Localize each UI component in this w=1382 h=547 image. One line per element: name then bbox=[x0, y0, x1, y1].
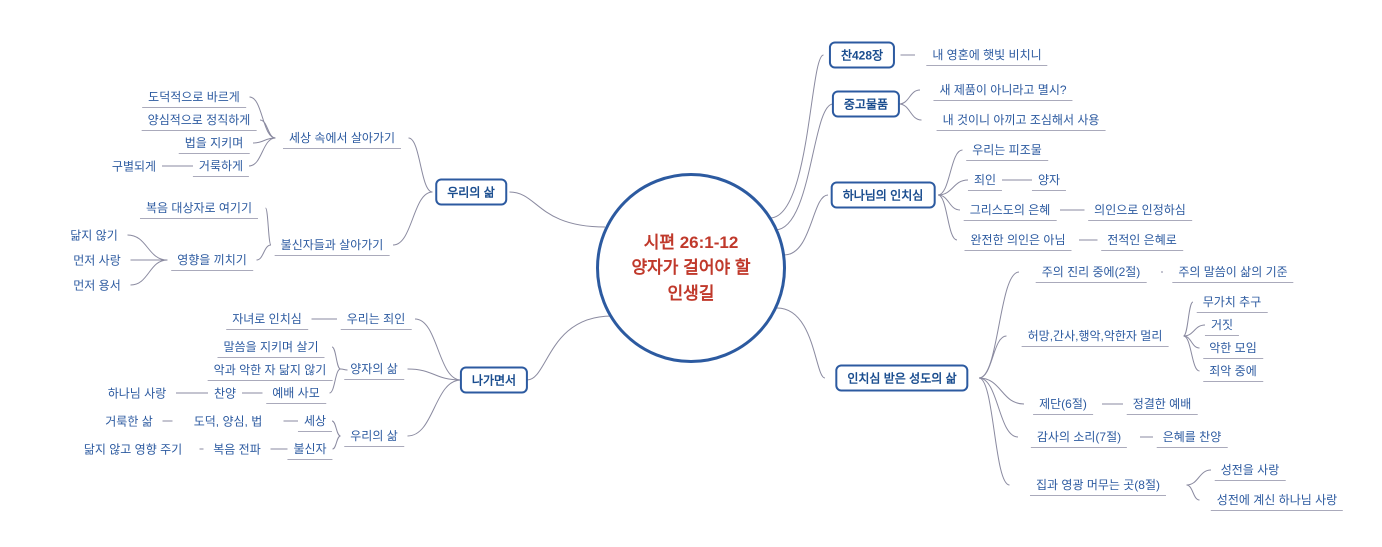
node-seal_2a: 양자 bbox=[1032, 169, 1066, 191]
edge bbox=[510, 192, 606, 227]
node-out_3b1: 복음 전파 bbox=[207, 439, 267, 460]
node-out_3a: 세상 bbox=[298, 410, 332, 432]
node-our_1a: 도덕적으로 바르게 bbox=[142, 86, 246, 108]
edge bbox=[979, 378, 1010, 485]
node-life_2d: 죄악 중에 bbox=[1203, 360, 1263, 382]
node-out_3a2: 거룩한 삶 bbox=[99, 411, 159, 432]
node-our_2b3: 먼저 용서 bbox=[67, 275, 127, 296]
edge bbox=[393, 192, 433, 245]
edge bbox=[979, 336, 1007, 378]
node-life: 인치심 받은 성도의 삶 bbox=[835, 365, 968, 392]
node-our_1d1: 구별되게 bbox=[106, 156, 162, 177]
edge bbox=[938, 195, 957, 240]
edge bbox=[249, 138, 276, 166]
edge bbox=[332, 347, 341, 369]
node-out_2: 양자의 삶 bbox=[344, 358, 404, 380]
edge bbox=[332, 421, 341, 436]
edge bbox=[899, 90, 920, 104]
edge bbox=[979, 378, 1018, 437]
node-hymn_1: 내 영혼에 햇빛 비치니 bbox=[926, 44, 1047, 66]
center-topic: 시편 26:1-12 양자가 걸어야 할 인생길 bbox=[596, 173, 786, 363]
node-life_3: 제단(6절) bbox=[1033, 393, 1093, 415]
node-out_2c: 예배 사모 bbox=[266, 382, 326, 404]
node-seal_1: 우리는 피조물 bbox=[966, 139, 1048, 161]
node-out_2a: 말씀을 지키며 살기 bbox=[218, 336, 325, 358]
node-seal_3a: 의인으로 인정하심 bbox=[1088, 199, 1192, 221]
node-life_2a: 무가치 추구 bbox=[1197, 291, 1268, 313]
node-used_1: 새 제품이 아니라고 멸시? bbox=[933, 79, 1072, 101]
edge bbox=[938, 150, 963, 195]
center-line3: 인생길 bbox=[668, 284, 715, 303]
center-line1: 시편 26:1-12 bbox=[644, 233, 739, 252]
node-our_2b1: 닮지 않기 bbox=[64, 225, 124, 246]
edge bbox=[408, 380, 462, 436]
node-life_4a: 은혜를 찬양 bbox=[1157, 426, 1228, 448]
node-life_2: 허망,간사,행악,악한자 멀리 bbox=[1022, 325, 1169, 347]
node-our: 우리의 삶 bbox=[435, 179, 507, 206]
edge bbox=[257, 245, 272, 260]
node-used_2: 내 것이니 아끼고 조심해서 사용 bbox=[937, 109, 1106, 131]
edge bbox=[899, 104, 922, 120]
node-seal_2: 죄인 bbox=[968, 169, 1002, 191]
node-seal: 하나님의 인치심 bbox=[831, 182, 936, 209]
node-our_2b: 영향을 끼치기 bbox=[171, 249, 253, 271]
node-out: 나가면서 bbox=[460, 367, 528, 394]
node-out_2c1: 찬양 bbox=[208, 383, 242, 404]
node-used: 중고물품 bbox=[832, 91, 900, 118]
node-out_3b: 불신자 bbox=[287, 438, 332, 460]
edge bbox=[770, 55, 824, 218]
edge bbox=[409, 138, 433, 192]
edge bbox=[333, 436, 341, 449]
node-our_1d: 거룩하게 bbox=[193, 155, 249, 177]
node-life_1a: 주의 말씀이 삶의 기준 bbox=[1172, 261, 1293, 283]
node-life_4: 감사의 소리(7절) bbox=[1031, 426, 1127, 448]
node-life_2c: 악한 모임 bbox=[1203, 337, 1263, 359]
edge bbox=[1187, 485, 1200, 500]
node-life_5: 집과 영광 머무는 곳(8절) bbox=[1030, 474, 1166, 496]
edge bbox=[408, 369, 462, 380]
node-seal_4: 완전한 의인은 아님 bbox=[965, 229, 1072, 251]
edge bbox=[260, 120, 276, 138]
node-out_1a: 자녀로 인치심 bbox=[226, 308, 308, 330]
edge bbox=[1187, 470, 1212, 485]
node-life_5b: 성전에 계신 하나님 사랑 bbox=[1211, 489, 1343, 511]
node-our_1b: 양심적으로 정직하게 bbox=[142, 109, 257, 131]
center-line2: 양자가 걸어야 할 bbox=[632, 258, 751, 277]
node-out_3a1: 도덕, 양심, 법 bbox=[188, 411, 269, 432]
node-our_2a: 복음 대상자로 여기기 bbox=[140, 197, 258, 219]
node-life_2b: 거짓 bbox=[1205, 314, 1239, 336]
node-hymn: 찬428장 bbox=[829, 42, 895, 69]
edge bbox=[131, 260, 168, 285]
node-seal_4a: 전적인 은혜로 bbox=[1101, 229, 1183, 251]
edge bbox=[128, 235, 168, 260]
node-our_2: 불신자들과 살아가기 bbox=[275, 234, 390, 256]
node-out_3b2: 닮지 않고 영향 주기 bbox=[78, 439, 188, 460]
edge bbox=[266, 208, 272, 245]
edge bbox=[527, 316, 612, 380]
edge bbox=[784, 195, 828, 255]
node-our_2b2: 먼저 사랑 bbox=[67, 250, 127, 271]
node-seal_3: 그리스도의 은혜 bbox=[964, 199, 1057, 221]
node-life_1: 주의 진리 중에(2절) bbox=[1036, 261, 1147, 283]
node-out_1: 우리는 죄인 bbox=[341, 308, 412, 330]
node-out_2b: 악과 악한 자 닮지 않기 bbox=[208, 359, 333, 381]
edge bbox=[979, 378, 1024, 404]
node-out_3: 우리의 삶 bbox=[344, 425, 404, 447]
node-our_1: 세상 속에서 살아가기 bbox=[283, 127, 401, 149]
node-out_2c2: 하나님 사랑 bbox=[102, 383, 173, 404]
edge bbox=[777, 308, 825, 378]
edge bbox=[979, 272, 1019, 378]
edge bbox=[1184, 302, 1194, 336]
node-life_5a: 성전을 사랑 bbox=[1215, 459, 1286, 481]
node-our_1c: 법을 지키며 bbox=[179, 132, 250, 154]
node-life_3a: 정결한 예배 bbox=[1127, 393, 1198, 415]
